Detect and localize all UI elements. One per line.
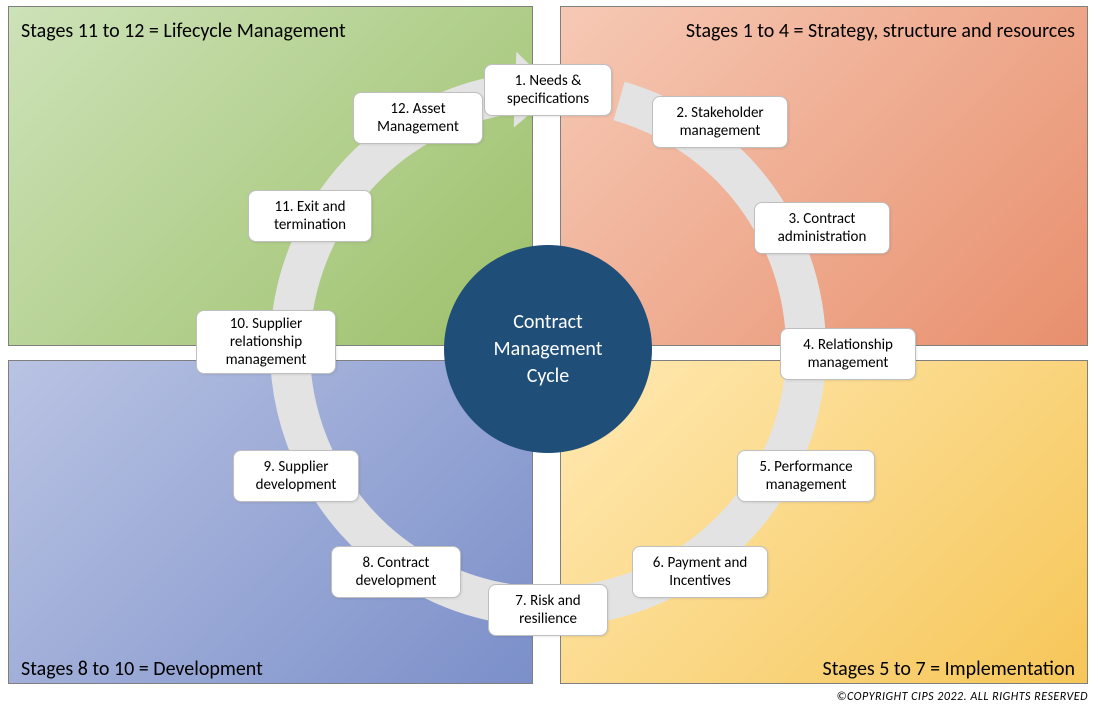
- stage-node-7: 7. Risk and resilience: [488, 584, 608, 636]
- stage-label: 1. Needs & specifications: [493, 72, 603, 108]
- stage-node-1: 1. Needs & specifications: [484, 64, 612, 116]
- stage-node-9: 9. Supplier development: [233, 450, 359, 502]
- stage-label: 5. Performance management: [746, 458, 866, 494]
- stage-label: 3. Contract administration: [763, 210, 881, 246]
- stage-node-4: 4. Relationship management: [780, 328, 916, 380]
- quadrant-label-development: Stages 8 to 10 = Development: [21, 657, 263, 681]
- quadrant-label-lifecycle: Stages 11 to 12 = Lifecycle Management: [21, 19, 346, 43]
- stage-label: 10. Supplier relationship management: [205, 315, 327, 369]
- stage-node-8: 8. Contract development: [331, 546, 461, 598]
- stage-node-5: 5. Performance management: [737, 450, 875, 502]
- stage-label: 7. Risk and resilience: [497, 592, 599, 628]
- quadrant-strategy: Stages 1 to 4 = Strategy, structure and …: [560, 6, 1088, 346]
- stage-label: 8. Contract development: [340, 554, 452, 590]
- stage-label: 9. Supplier development: [242, 458, 350, 494]
- quadrant-label-strategy: Stages 1 to 4 = Strategy, structure and …: [686, 19, 1075, 43]
- quadrant-lifecycle-management: Stages 11 to 12 = Lifecycle Management: [8, 6, 533, 346]
- stage-node-10: 10. Supplier relationship management: [196, 310, 336, 374]
- stage-label: 12. Asset Management: [362, 100, 474, 136]
- stage-node-11: 11. Exit and termination: [248, 190, 372, 242]
- quadrant-label-implementation: Stages 5 to 7 = Implementation: [823, 657, 1076, 681]
- stage-label: 2. Stakeholder management: [661, 104, 779, 140]
- stage-label: 6. Payment and Incentives: [641, 554, 759, 590]
- center-title-circle: ContractManagementCycle: [444, 245, 652, 453]
- quadrant-development: Stages 8 to 10 = Development: [8, 360, 533, 684]
- center-title-text: ContractManagementCycle: [494, 309, 603, 390]
- copyright-text: ©COPYRIGHT CIPS 2022. ALL RIGHTS RESERVE…: [837, 690, 1088, 704]
- stage-node-6: 6. Payment and Incentives: [632, 546, 768, 598]
- stage-label: 11. Exit and termination: [257, 198, 363, 234]
- quadrant-implementation: Stages 5 to 7 = Implementation: [560, 360, 1088, 684]
- stage-label: 4. Relationship management: [789, 336, 907, 372]
- stage-node-2: 2. Stakeholder management: [652, 96, 788, 148]
- stage-node-3: 3. Contract administration: [754, 202, 890, 254]
- stage-node-12: 12. Asset Management: [353, 92, 483, 144]
